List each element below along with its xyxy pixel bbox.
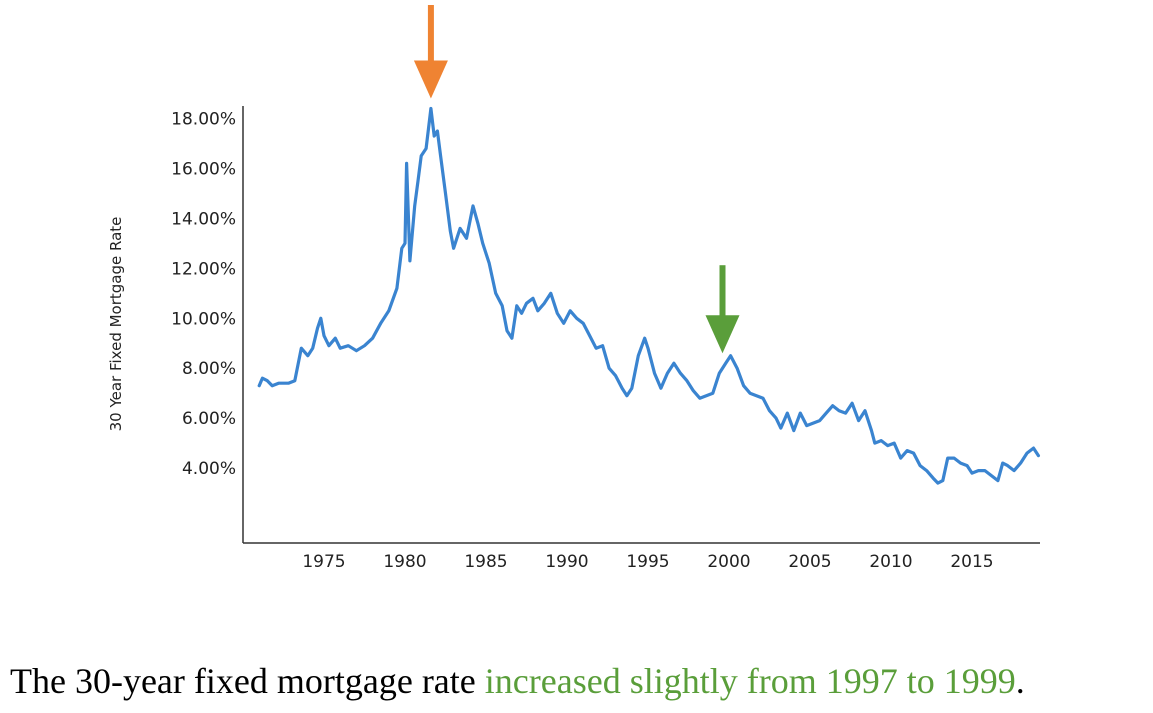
- y-tick-label: 10.00%: [171, 309, 236, 329]
- caption-suffix: .: [1015, 661, 1025, 701]
- caption-highlight: increased slightly from 1997 to 1999: [484, 661, 1016, 701]
- x-tick-label: 1980: [383, 552, 426, 572]
- series-line: [257, 106, 1040, 485]
- x-tick-label: 2010: [869, 552, 912, 572]
- arrow-shaft: [719, 265, 726, 317]
- y-tick-label: 4.00%: [182, 459, 236, 479]
- mortgage-rate-chart: 4.00% 6.00% 8.00% 10.00% 12.00% 14.00% 16.00% 1…: [107, 5, 1040, 572]
- chart-axes: [242, 106, 1040, 544]
- chart-caption: The 30-year fixed mortgage rate increase…: [10, 660, 1150, 702]
- y-tick-label: 8.00%: [182, 359, 236, 379]
- y-tick-label: 14.00%: [171, 209, 236, 229]
- caption-prefix: The 30-year fixed mortgage rate: [10, 661, 485, 701]
- x-tick-label: 2015: [950, 552, 993, 572]
- y-tick-label: 16.00%: [171, 159, 236, 179]
- annotation-arrows: [413, 5, 740, 354]
- y-axis-label: 30 Year Fixed Mortgage Rate: [107, 217, 125, 432]
- x-tick-labels: 1975 1980 1985 1990 1995 2000 2005 2010 2015: [302, 552, 993, 572]
- x-tick-label: 2005: [788, 552, 831, 572]
- y-tick-label: 18.00%: [171, 109, 236, 129]
- arrow-head: [705, 315, 740, 354]
- increase-arrow-annotation: [705, 265, 740, 354]
- arrow-head: [413, 60, 448, 99]
- y-tick-label: 12.00%: [171, 259, 236, 279]
- peak-arrow-annotation: [413, 5, 448, 99]
- x-tick-label: 1985: [464, 552, 507, 572]
- x-tick-label: 1975: [302, 552, 345, 572]
- x-tick-label: 1995: [626, 552, 669, 572]
- series-layer: [257, 106, 1040, 485]
- y-tick-label: 6.00%: [182, 409, 236, 429]
- x-tick-label: 1990: [545, 552, 588, 572]
- arrow-shaft: [427, 5, 434, 62]
- x-tick-label: 2000: [707, 552, 750, 572]
- y-tick-labels: 4.00% 6.00% 8.00% 10.00% 12.00% 14.00% 16.00% 1…: [171, 109, 236, 479]
